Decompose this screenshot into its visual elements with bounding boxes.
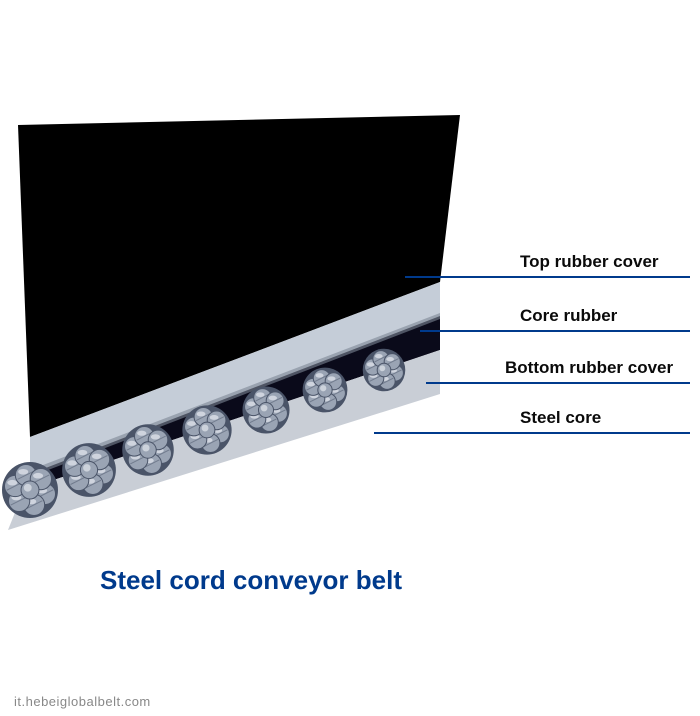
steel-cable-5 [303,368,348,413]
steel-cable-1 [62,443,116,497]
label-steel-core: Steel core [520,408,601,428]
steel-cable-6 [363,349,406,392]
label-top-cover: Top rubber cover [520,252,659,272]
steel-cable-2 [122,424,174,476]
label-core-rubber: Core rubber [520,306,617,326]
steel-cable-4 [242,386,289,433]
steel-cable-3 [182,405,231,454]
steel-cable-0 [2,462,58,518]
diagram-title: Steel cord conveyor belt [100,565,402,596]
label-bottom-cover: Bottom rubber cover [505,358,673,378]
watermark-text: it.hebeiglobalbelt.com [14,694,151,709]
